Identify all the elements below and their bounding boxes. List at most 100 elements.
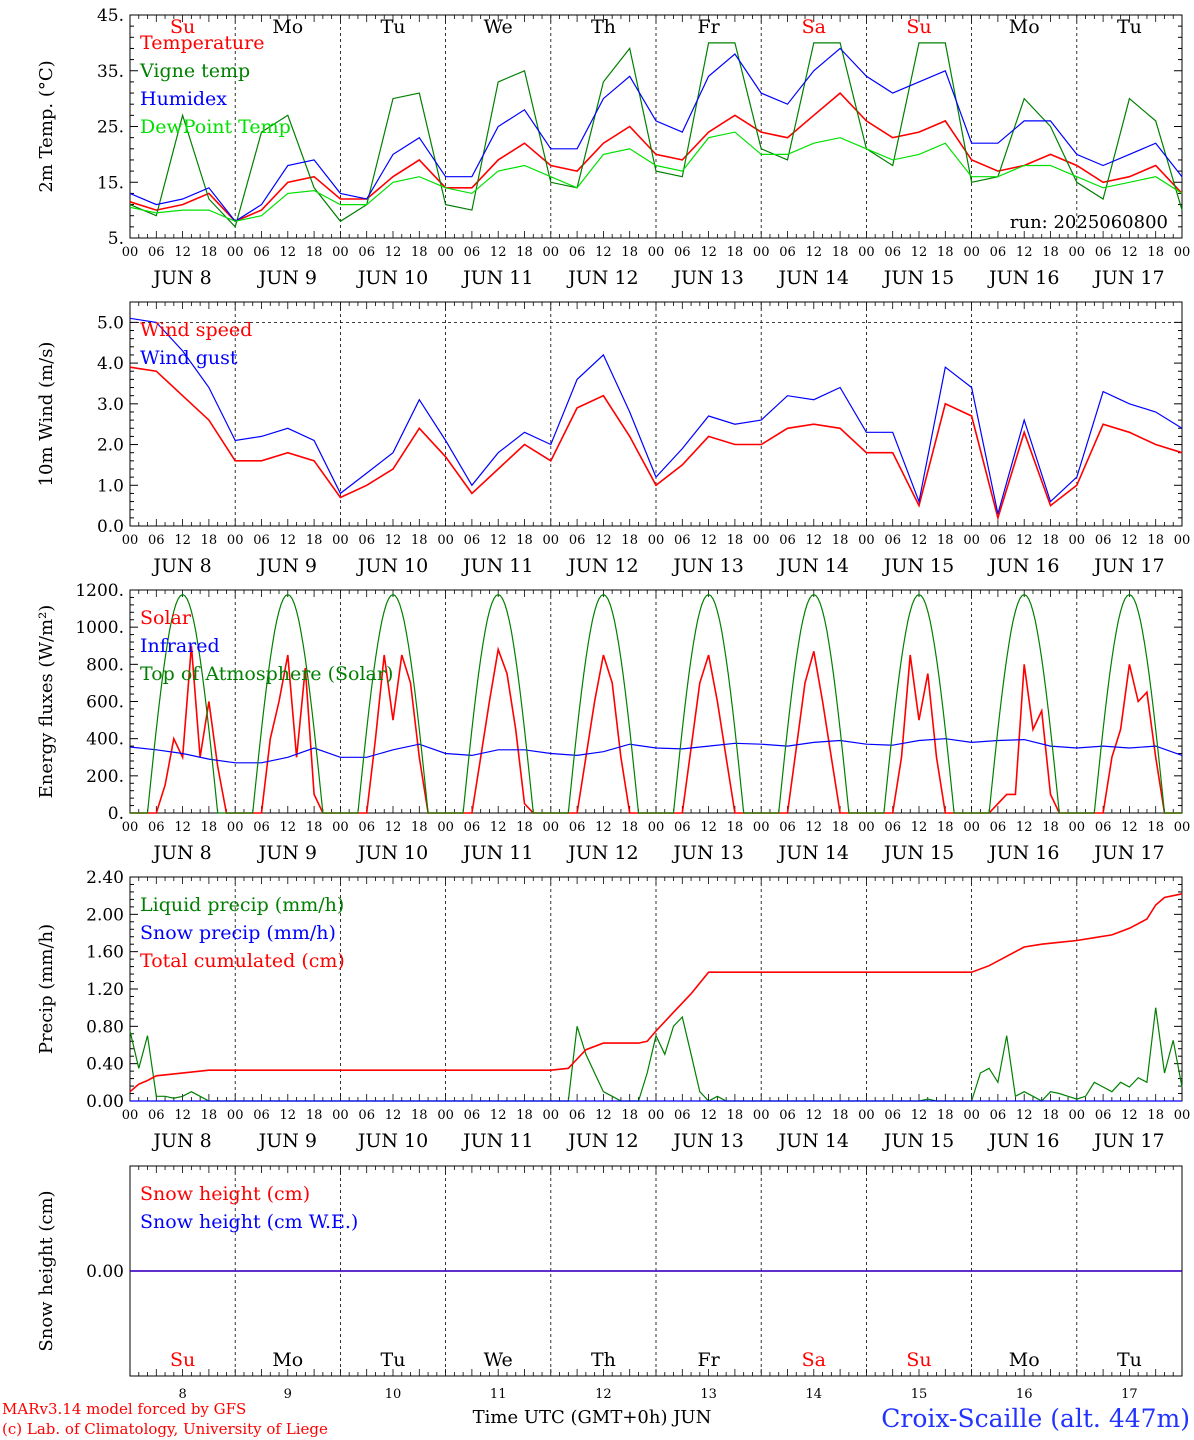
hour-tick-label: 12 xyxy=(806,533,823,548)
date-number: 17 xyxy=(1121,1387,1138,1402)
hour-tick-label: 18 xyxy=(411,533,428,548)
hour-tick-label: 00 xyxy=(543,245,560,260)
date-label: JUN 13 xyxy=(671,267,743,289)
day-abbr: Sa xyxy=(802,1349,826,1371)
date-label: JUN 12 xyxy=(566,555,638,577)
hour-tick-label: 18 xyxy=(1147,245,1164,260)
hour-tick-label: 00 xyxy=(753,533,770,548)
hour-tick-label: 12 xyxy=(1121,820,1138,835)
panel-wind: 0.0 1.0 2.0 3.0 4.0 5.0 10m Wind (m/s) Wind spe… xyxy=(36,301,1191,577)
y-tick-label: 35. xyxy=(97,62,124,82)
hour-tick-label: 12 xyxy=(700,1108,717,1123)
y-tick-label: 2.40 xyxy=(86,868,124,888)
hour-tick-label: 06 xyxy=(358,533,375,548)
hour-tick-label: 00 xyxy=(1174,533,1191,548)
legend-entry: Snow height (cm) xyxy=(140,1183,310,1205)
date-label: JUN 13 xyxy=(671,842,743,864)
hour-tick-label: 12 xyxy=(911,245,928,260)
hour-tick-label: 18 xyxy=(201,1108,218,1123)
date-label: JUN 12 xyxy=(566,1130,638,1152)
y-axis-label: Snow height (cm) xyxy=(36,1190,57,1351)
date-label: JUN 9 xyxy=(257,1130,317,1152)
hour-tick-label: 12 xyxy=(490,245,507,260)
date-label: JUN 8 xyxy=(151,1130,211,1152)
legend-entry: Infrared xyxy=(140,635,220,657)
legend-entry: DewPoint Temp xyxy=(140,116,291,138)
hour-tick-label: 12 xyxy=(911,533,928,548)
hour-tick-label: 18 xyxy=(937,245,954,260)
y-axis-label: Energy fluxes (W/m²) xyxy=(36,605,57,799)
date-label: JUN 16 xyxy=(987,842,1059,864)
hour-tick-label: 12 xyxy=(595,1108,612,1123)
hour-tick-label: 00 xyxy=(753,820,770,835)
y-tick-label: 1.20 xyxy=(86,980,124,1000)
series-infrared xyxy=(129,738,1183,764)
legend-entry: Total cumulated (cm) xyxy=(140,950,345,972)
hour-tick-label: 06 xyxy=(884,820,901,835)
hour-tick-label: 00 xyxy=(227,820,244,835)
hour-tick-label: 00 xyxy=(543,820,560,835)
legend-entry: Vigne temp xyxy=(139,60,250,82)
y-tick-label: 0.00 xyxy=(86,1262,124,1282)
date-label: JUN 8 xyxy=(151,267,211,289)
hour-tick-label: 12 xyxy=(700,533,717,548)
hour-tick-label: 12 xyxy=(280,1108,297,1123)
hour-tick-label: 00 xyxy=(227,245,244,260)
date-label: JUN 13 xyxy=(671,1130,743,1152)
hour-tick-label: 06 xyxy=(464,820,481,835)
hour-tick-label: 06 xyxy=(779,820,796,835)
series-wind-gust xyxy=(129,317,1183,514)
date-label: JUN 14 xyxy=(777,555,849,577)
hour-tick-label: 00 xyxy=(963,1108,980,1123)
hour-tick-label: 18 xyxy=(727,1108,744,1123)
hour-tick-label: 00 xyxy=(1174,820,1191,835)
plot-frame xyxy=(129,589,1183,814)
y-tick-label: 0.00 xyxy=(86,1092,124,1112)
legend-entry: Liquid precip (mm/h) xyxy=(140,894,344,916)
series-wind-speed xyxy=(129,366,1183,521)
day-abbr: Fr xyxy=(697,1349,720,1371)
date-number: 8 xyxy=(178,1387,186,1402)
hour-tick-label: 18 xyxy=(306,533,323,548)
date-label: JUN 10 xyxy=(356,1130,428,1152)
hour-tick-label: 06 xyxy=(884,1108,901,1123)
hour-tick-label: 00 xyxy=(858,1108,875,1123)
hour-tick-label: 00 xyxy=(122,820,139,835)
hour-tick-label: 06 xyxy=(148,1108,165,1123)
hour-tick-label: 12 xyxy=(700,245,717,260)
hour-tick-label: 00 xyxy=(858,820,875,835)
day-abbr: Su xyxy=(170,16,195,38)
hour-tick-label: 06 xyxy=(779,245,796,260)
series-temperature xyxy=(129,92,1183,223)
hour-tick-label: 06 xyxy=(569,820,586,835)
hour-tick-label: 18 xyxy=(832,820,849,835)
day-abbr: Tu xyxy=(1117,16,1142,38)
hour-tick-label: 12 xyxy=(806,820,823,835)
day-abbr: Su xyxy=(170,1349,195,1371)
panel-energy: 0. 200. 400. 600. 800. 1000. 1200. Energy fluxe… xyxy=(36,581,1190,864)
credit-lab: (c) Lab. of Climatology, University of L… xyxy=(2,1420,328,1438)
day-abbr: Fr xyxy=(697,16,720,38)
day-abbr: We xyxy=(484,1349,513,1371)
hour-tick-label: 00 xyxy=(1069,245,1086,260)
date-number: 15 xyxy=(911,1387,928,1402)
date-label: JUN 17 xyxy=(1092,1130,1164,1152)
day-abbr: We xyxy=(484,16,513,38)
hour-tick-label: 12 xyxy=(595,820,612,835)
y-tick-label: 0.40 xyxy=(86,1055,124,1075)
hour-tick-label: 00 xyxy=(437,820,454,835)
series-humidex xyxy=(129,47,1183,223)
y-tick-label: 1.60 xyxy=(86,943,124,963)
hour-tick-label: 00 xyxy=(227,1108,244,1123)
hour-tick-label: 06 xyxy=(1095,1108,1112,1123)
hour-tick-label: 12 xyxy=(490,1108,507,1123)
hour-tick-label: 12 xyxy=(911,820,928,835)
hour-tick-label: 18 xyxy=(621,245,638,260)
y-tick-label: 200. xyxy=(86,767,124,787)
hour-tick-label: 06 xyxy=(674,820,691,835)
day-abbr: Mo xyxy=(1009,1349,1040,1371)
hour-tick-label: 00 xyxy=(227,533,244,548)
hour-tick-label: 12 xyxy=(1016,245,1033,260)
hour-tick-label: 06 xyxy=(1095,245,1112,260)
series-top-of-atmosphere-solar xyxy=(130,593,1182,814)
